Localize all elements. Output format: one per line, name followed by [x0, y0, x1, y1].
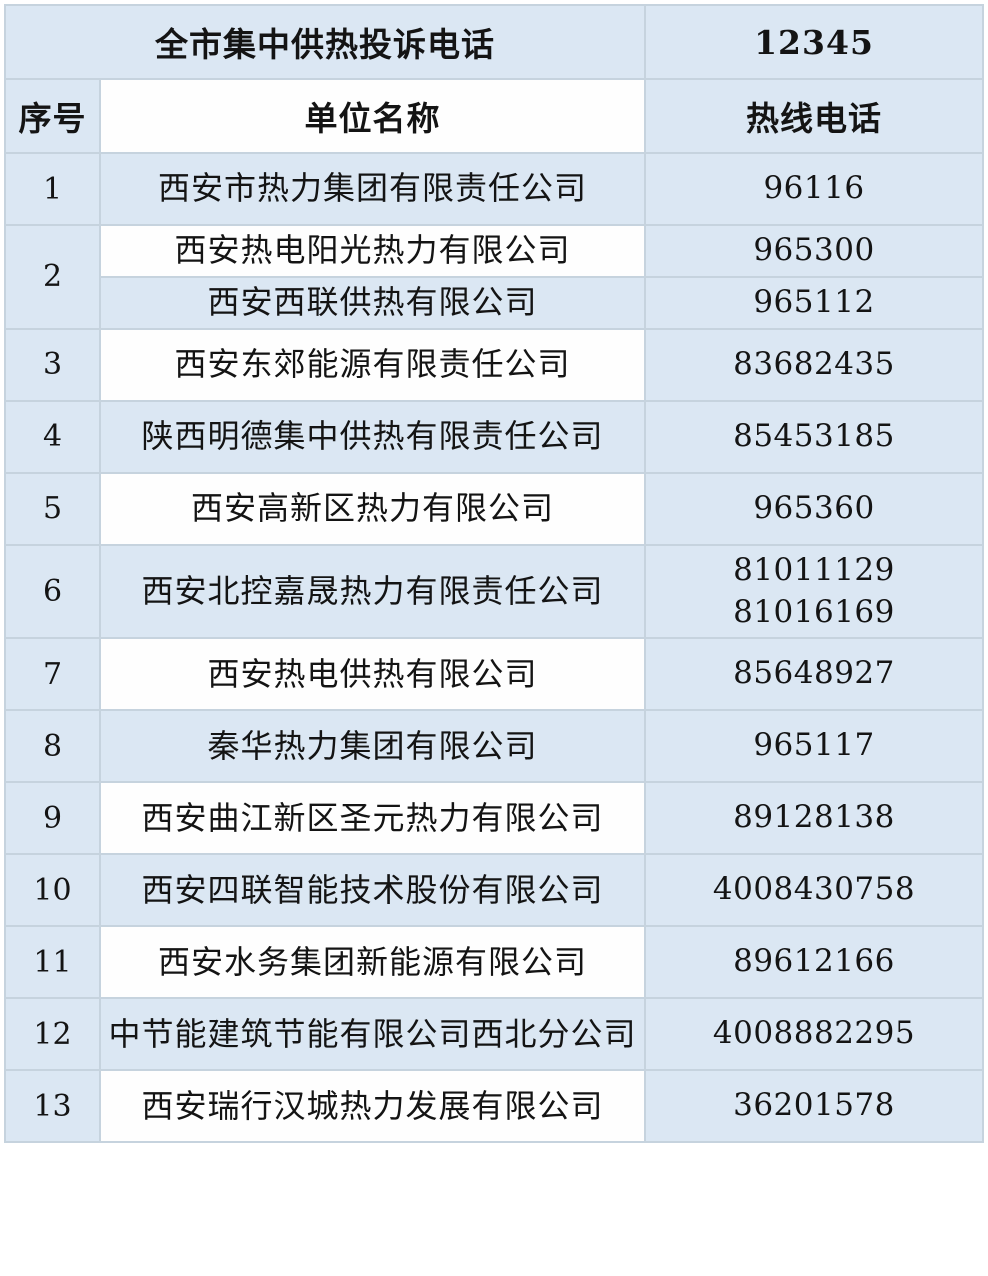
table-row-8: 8 秦华热力集团有限公司 965117 [4, 709, 984, 784]
row-index-cell: 12 [4, 997, 101, 1072]
city-hotline-title: 全市集中供热投诉电话 [4, 4, 646, 80]
hotline-phone-cell: 85648927 [644, 637, 984, 712]
company-name-cell: 西安热电阳光热力有限公司 [99, 224, 646, 278]
company-name-cell: 西安北控嘉晟热力有限责任公司 [99, 543, 646, 640]
table-row-10: 10 西安四联智能技术股份有限公司 4008430758 [4, 853, 984, 928]
phone-number: 89612166 [733, 943, 895, 980]
hotline-phone-cell: 89612166 [644, 925, 984, 1000]
table-row-13: 13 西安瑞行汉城热力发展有限公司 36201578 [4, 1069, 984, 1144]
row-index-cell: 2 [4, 224, 101, 330]
city-hotline-number: 12345 [644, 4, 984, 80]
company-name-cell: 秦华热力集团有限公司 [99, 709, 646, 784]
hotline-phone-cell: 965112 [644, 275, 984, 330]
phone-number: 965112 [753, 283, 875, 320]
phone-number: 85453185 [733, 417, 895, 454]
table-row-7: 7 西安热电供热有限公司 85648927 [4, 637, 984, 712]
table-row-11: 11 西安水务集团新能源有限公司 89612166 [4, 925, 984, 1000]
phone-number: 83682435 [733, 345, 895, 382]
row-index-cell: 10 [4, 853, 101, 928]
hotline-phone-cell: 965360 [644, 471, 984, 546]
table-row-1: 1 西安市热力集团有限责任公司 96116 [4, 152, 984, 226]
table-row-2-1: 2 西安热电阳光热力有限公司 965300 [4, 224, 984, 330]
row-index-cell: 6 [4, 543, 101, 640]
hotline-phone-cell: 4008430758 [644, 853, 984, 928]
hotline-phone-cell: 89128138 [644, 781, 984, 856]
column-header-name: 单位名称 [99, 78, 646, 154]
row-index-cell: 4 [4, 399, 101, 474]
phone-number: 81016169 [733, 593, 895, 630]
column-header-phone: 热线电话 [644, 78, 984, 154]
hotline-phone-cell: 965300 [644, 224, 984, 278]
city-hotline-row: 全市集中供热投诉电话 12345 [4, 4, 984, 80]
phone-number: 89128138 [733, 799, 895, 836]
row-index-cell: 3 [4, 327, 101, 402]
hotline-table: 全市集中供热投诉电话 12345 序号 单位名称 热线电话 1 西安市热力集团有限… [4, 4, 984, 1144]
table-row-3: 3 西安东郊能源有限责任公司 83682435 [4, 327, 984, 402]
hotline-phone-cell: 85453185 [644, 399, 984, 474]
table-row-9: 9 西安曲江新区圣元热力有限公司 89128138 [4, 781, 984, 856]
hotline-phone-cell: 81011129 81016169 [644, 543, 984, 640]
company-name-cell: 西安高新区热力有限公司 [99, 471, 646, 546]
hotline-phone-cell: 36201578 [644, 1069, 984, 1144]
company-name-cell: 中节能建筑节能有限公司西北分公司 [99, 997, 646, 1072]
column-header-row: 序号 单位名称 热线电话 [4, 78, 984, 154]
hotline-phone-cell: 4008882295 [644, 997, 984, 1072]
phone-number: 965300 [753, 232, 875, 268]
row-index-cell: 13 [4, 1069, 101, 1144]
table-row-12: 12 中节能建筑节能有限公司西北分公司 4008882295 [4, 997, 984, 1072]
company-name-cell: 陕西明德集中供热有限责任公司 [99, 399, 646, 474]
row-index-cell: 9 [4, 781, 101, 856]
company-name-cell: 西安曲江新区圣元热力有限公司 [99, 781, 646, 856]
company-name-cell: 西安热电供热有限公司 [99, 637, 646, 712]
company-name-cell: 西安瑞行汉城热力发展有限公司 [99, 1069, 646, 1144]
company-name-cell: 西安东郊能源有限责任公司 [99, 327, 646, 402]
table-body: 全市集中供热投诉电话 12345 序号 单位名称 热线电话 1 西安市热力集团有限… [4, 4, 984, 1144]
table-row-4: 4 陕西明德集中供热有限责任公司 85453185 [4, 399, 984, 474]
table-row-5: 5 西安高新区热力有限公司 965360 [4, 471, 984, 546]
phone-number: 4008430758 [712, 871, 916, 908]
company-name-cell: 西安市热力集团有限责任公司 [99, 152, 646, 226]
table-row-2-2: 西安西联供热有限公司 965112 [5, 275, 984, 330]
phone-number: 85648927 [733, 655, 895, 692]
column-header-index: 序号 [4, 78, 101, 154]
phone-number: 96116 [763, 170, 865, 207]
phone-number: 965117 [753, 727, 875, 764]
hotline-phone-cell: 96116 [644, 152, 984, 226]
row-index-cell: 1 [4, 152, 101, 226]
row-index-cell: 8 [4, 709, 101, 784]
phone-number: 4008882295 [712, 1015, 916, 1052]
hotline-phone-cell: 83682435 [644, 327, 984, 402]
row-index-cell: 11 [4, 925, 101, 1000]
row-index-cell: 5 [4, 471, 101, 546]
table-row-6: 6 西安北控嘉晟热力有限责任公司 81011129 81016169 [4, 543, 984, 640]
company-name-cell: 西安西联供热有限公司 [99, 275, 646, 330]
phone-number: 36201578 [733, 1087, 895, 1124]
phone-number: 81011129 [733, 551, 895, 588]
company-name-cell: 西安四联智能技术股份有限公司 [99, 853, 646, 928]
hotline-phone-cell: 965117 [644, 709, 984, 784]
company-name-cell: 西安水务集团新能源有限公司 [99, 925, 646, 1000]
phone-number: 965360 [753, 489, 875, 526]
row-index-cell: 7 [4, 637, 101, 712]
